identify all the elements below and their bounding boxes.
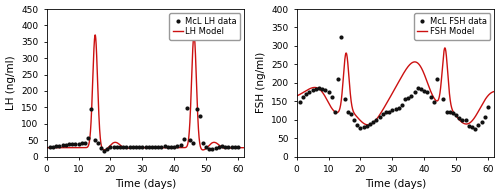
McL FSH data — [297, 101, 303, 103]
FSH Model — [488, 92, 494, 94]
McL LH data — [47, 146, 53, 149]
FSH Model — [442, 47, 448, 49]
McL LH data — [101, 150, 107, 152]
Legend: McL FSH data, FSH Model: McL FSH data, FSH Model — [414, 13, 490, 40]
McL LH data — [79, 142, 85, 145]
McL FSH data — [472, 128, 478, 130]
Y-axis label: FSH (ng/ml): FSH (ng/ml) — [256, 52, 266, 113]
McL FSH data — [338, 35, 344, 38]
LH Model — [128, 147, 134, 149]
X-axis label: Time (days): Time (days) — [365, 179, 426, 190]
FSH Model — [466, 122, 472, 124]
Line: FSH Model: FSH Model — [296, 48, 494, 125]
LH Model — [242, 146, 248, 149]
LH Model — [66, 146, 72, 149]
McL LH data — [114, 145, 120, 148]
LH Model — [101, 149, 107, 151]
McL LH data — [94, 142, 100, 144]
Line: LH Model: LH Model — [46, 35, 244, 150]
FSH Model — [316, 88, 322, 90]
McL LH data — [184, 107, 190, 109]
McL LH data — [168, 145, 174, 148]
McL FSH data — [329, 96, 335, 98]
McL FSH data — [364, 125, 370, 128]
LH Model — [238, 146, 244, 149]
Y-axis label: LH (ng/ml): LH (ng/ml) — [6, 56, 16, 110]
LH Model — [44, 146, 50, 149]
FSH Model — [492, 90, 498, 93]
Line: McL LH data: McL LH data — [48, 106, 240, 153]
FSH Model — [378, 111, 384, 114]
LH Model — [120, 146, 126, 148]
LH Model — [216, 144, 222, 146]
LH Model — [92, 34, 98, 36]
FSH Model — [294, 95, 300, 97]
McL FSH data — [485, 106, 491, 108]
FSH Model — [365, 124, 371, 126]
X-axis label: Time (days): Time (days) — [115, 179, 176, 190]
McL FSH data — [360, 126, 366, 128]
McL FSH data — [348, 113, 354, 115]
McL LH data — [110, 145, 116, 148]
McL FSH data — [354, 124, 360, 126]
Legend: McL LH data, LH Model: McL LH data, LH Model — [170, 13, 240, 40]
FSH Model — [328, 106, 334, 108]
LH Model — [78, 146, 84, 149]
McL LH data — [104, 148, 110, 151]
FSH Model — [370, 122, 376, 124]
Line: McL FSH data: McL FSH data — [298, 35, 490, 131]
McL LH data — [235, 146, 241, 149]
McL FSH data — [418, 88, 424, 91]
